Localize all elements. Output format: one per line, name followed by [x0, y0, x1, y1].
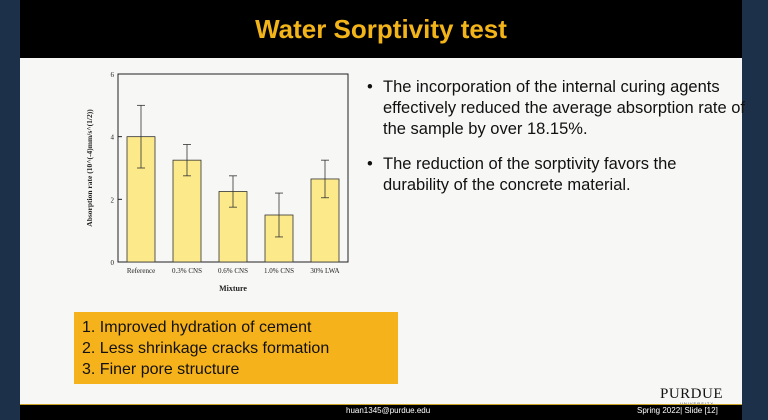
x-tick-label: Reference	[127, 267, 155, 275]
benefit-item: 1. Improved hydration of cement	[82, 319, 312, 336]
title-bar: Water Sorptivity test	[20, 0, 742, 58]
y-tick-label: 4	[111, 134, 115, 142]
bullet-text: The reduction of the sorptivity favors t…	[383, 155, 677, 194]
footer-bar	[20, 404, 742, 420]
x-tick-label: 0.3% CNS	[172, 267, 202, 275]
y-axis-label: Absorption rate (10^(-4)mm/s^(1/2))	[85, 109, 94, 227]
footer-slide-number: Spring 2022| Slide [12]	[637, 406, 718, 415]
absorption-rate-chart: 0 2 4 6 Reference 0.3% CNS 0.6% CNS 1.0% CNS 30%…	[85, 71, 349, 293]
y-tick-label: 0	[111, 259, 115, 267]
x-tick-label: 1.0% CNS	[264, 267, 294, 275]
footer-email: huan1345@purdue.edu	[346, 406, 431, 415]
y-tick-label: 2	[111, 196, 115, 204]
slide-title: Water Sorptivity test	[255, 14, 507, 44]
benefit-item: 3. Finer pore structure	[82, 361, 240, 378]
x-axis-label: Mixture	[219, 284, 247, 293]
bullet-dot: •	[367, 155, 373, 173]
purdue-logo: PURDUE	[660, 386, 724, 402]
benefits-box: 1. Improved hydration of cement 2. Less …	[74, 312, 398, 384]
x-tick-label: 0.6% CNS	[218, 267, 248, 275]
bullet-item: • The reduction of the sorptivity favors …	[367, 154, 747, 196]
bullet-list: • The incorporation of the internal curin…	[367, 77, 747, 210]
bar	[172, 159, 202, 263]
bullet-text: The incorporation of the internal curing…	[383, 78, 746, 138]
bullet-dot: •	[367, 78, 373, 96]
footer-divider	[20, 404, 742, 405]
benefit-item: 2. Less shrinkage cracks formation	[82, 340, 330, 357]
bullet-item: • The incorporation of the internal curin…	[367, 77, 747, 140]
purdue-logo-sub: UNIVERSITY	[680, 401, 714, 406]
y-tick-label: 6	[111, 71, 115, 79]
slide: Water Sorptivity test 0 2 4 6 Reference 0.3% …	[20, 0, 745, 420]
x-tick-label: 30% LWA	[310, 267, 339, 275]
